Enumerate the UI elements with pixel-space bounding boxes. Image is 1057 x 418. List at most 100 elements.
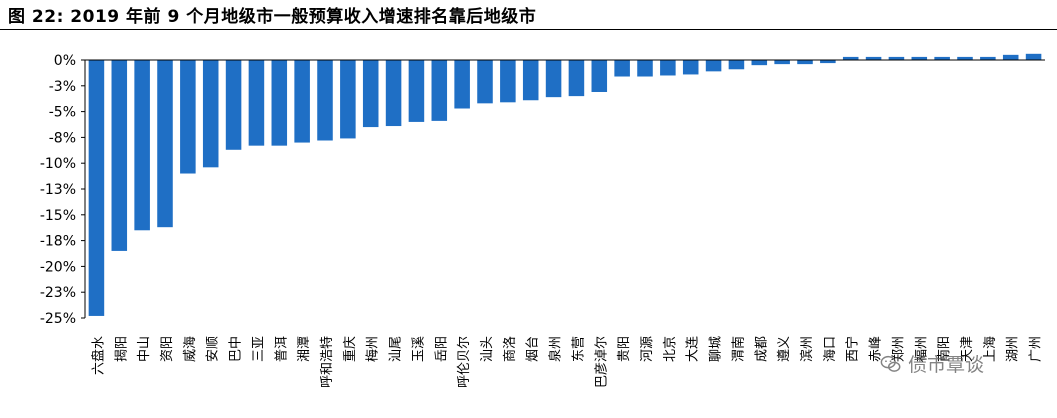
y-tick-label: -23% bbox=[40, 285, 76, 301]
bar-35 bbox=[865, 56, 882, 60]
watermark-text: 债市覃谈 bbox=[908, 354, 985, 376]
x-tick-label: 大连 bbox=[685, 336, 701, 362]
x-tick-labels: 六盘水 揭阳 中山 资阳 威海 安顺 巴中 三亚 普洱 湘潭 呼和浩特 重庆 梅州 汕尾 玉溪 岳阳 呼伦贝尔汕… bbox=[90, 336, 1043, 388]
bar-7 bbox=[225, 60, 242, 150]
bar-27 bbox=[682, 60, 699, 75]
y-tick-label: -18% bbox=[40, 234, 76, 250]
bar-39 bbox=[957, 56, 973, 60]
x-tick-label: 成都 bbox=[754, 336, 769, 362]
bar-19 bbox=[500, 60, 516, 103]
x-tick-label: 巴彦淖尔 bbox=[593, 336, 609, 388]
x-tick-label: 上海 bbox=[983, 336, 998, 362]
bar-6 bbox=[202, 60, 219, 168]
x-tick-label: 岳阳 bbox=[434, 336, 449, 362]
bar-32 bbox=[797, 60, 813, 65]
x-tick-label: 梅州 bbox=[366, 336, 381, 362]
x-tick-label: 呼伦贝尔 bbox=[457, 336, 472, 388]
title-divider bbox=[0, 29, 1057, 30]
bar-18 bbox=[477, 60, 493, 104]
bar-25 bbox=[637, 60, 653, 77]
bar-13 bbox=[362, 60, 379, 128]
x-tick-label: 聊城 bbox=[709, 336, 724, 362]
x-tick-label: 泉州 bbox=[548, 336, 564, 362]
bar-36 bbox=[888, 56, 905, 60]
x-tick-label: 烟台 bbox=[526, 336, 541, 362]
bar-11 bbox=[317, 60, 333, 141]
x-tick-label: 北京 bbox=[663, 336, 678, 362]
y-tick-label: -5% bbox=[49, 105, 76, 121]
bar-20 bbox=[522, 60, 539, 101]
x-tick-label: 海口 bbox=[823, 336, 838, 362]
bar-3 bbox=[134, 60, 150, 231]
x-tick-label: 贵阳 bbox=[617, 336, 632, 362]
bar-4 bbox=[157, 60, 173, 228]
bar-37 bbox=[911, 56, 928, 60]
x-tick-label: 威海 bbox=[183, 336, 198, 362]
bar-16 bbox=[431, 60, 448, 121]
x-tick-label: 重庆 bbox=[342, 336, 358, 362]
bars-group bbox=[88, 53, 1042, 316]
y-tick-label: -3% bbox=[49, 79, 76, 95]
chart-title: 图 22: 2019 年前 9 个月地级市一般预算收入增速排名靠后地级市 bbox=[8, 7, 537, 27]
x-tick-label: 汕头 bbox=[480, 336, 495, 362]
x-tick-label: 巴中 bbox=[229, 336, 244, 362]
x-tick-label: 遵义 bbox=[776, 336, 792, 362]
y-tick-label: 0% bbox=[54, 53, 76, 69]
bar-41 bbox=[1002, 54, 1019, 60]
x-tick-label: 渭南 bbox=[730, 336, 746, 362]
bar-31 bbox=[774, 60, 790, 65]
bar-10 bbox=[294, 60, 310, 143]
bar-33 bbox=[820, 60, 836, 64]
bar-12 bbox=[340, 60, 356, 139]
x-tick-label: 南阳 bbox=[936, 336, 952, 362]
x-tick-label: 福州 bbox=[914, 336, 929, 362]
y-tick-label: -20% bbox=[40, 259, 76, 275]
bar-40 bbox=[980, 56, 996, 60]
x-tick-label: 中山 bbox=[137, 336, 152, 362]
x-tick-label: 西宁 bbox=[845, 336, 861, 362]
bar-24 bbox=[614, 60, 630, 77]
x-tick-label: 郑州 bbox=[891, 336, 906, 362]
x-tick-label: 河源 bbox=[640, 336, 655, 362]
bar-1 bbox=[88, 60, 105, 316]
bar-9 bbox=[271, 60, 288, 146]
x-tick-label: 六盘水 bbox=[90, 336, 106, 375]
x-tick-label: 赤峰 bbox=[869, 336, 884, 362]
bar-29 bbox=[728, 60, 745, 70]
y-tick-label: -25% bbox=[40, 311, 76, 327]
x-tick-label: 呼和浩特 bbox=[320, 336, 335, 388]
bar-38 bbox=[934, 56, 950, 60]
x-tick-label: 商洛 bbox=[503, 336, 518, 362]
wechat-icon bbox=[880, 355, 901, 372]
watermark: 债市覃谈 bbox=[880, 350, 1055, 390]
x-tick-label: 资阳 bbox=[160, 336, 175, 362]
bar-21 bbox=[545, 60, 562, 98]
bar-26 bbox=[660, 60, 676, 76]
bar-30 bbox=[751, 60, 768, 66]
x-tick-label: 揭阳 bbox=[114, 336, 129, 362]
x-tick-label: 湖州 bbox=[1006, 336, 1021, 362]
bar-15 bbox=[408, 60, 425, 122]
x-tick-label: 安顺 bbox=[206, 336, 221, 362]
x-tick-label: 普洱 bbox=[274, 336, 289, 362]
x-tick-label: 滨州 bbox=[799, 336, 815, 362]
y-tick-label: -10% bbox=[40, 156, 76, 172]
bar-28 bbox=[705, 60, 722, 72]
x-tick-label: 汕尾 bbox=[389, 336, 404, 362]
bar-22 bbox=[568, 60, 585, 97]
x-tick-label: 玉溪 bbox=[411, 336, 426, 362]
bar-23 bbox=[591, 60, 608, 92]
bar-34 bbox=[842, 56, 859, 60]
y-tick-labels: 0% -3% -5% -8% -10% -13% -15% -18% -20% -23% -25% bbox=[40, 53, 85, 327]
bar-5 bbox=[180, 60, 196, 174]
y-tick-label: -15% bbox=[40, 208, 76, 224]
y-tick-label: -13% bbox=[40, 182, 76, 198]
y-tick-label: -8% bbox=[49, 130, 76, 146]
x-tick-label: 三亚 bbox=[251, 336, 266, 362]
bar-42 bbox=[1025, 53, 1042, 60]
x-tick-label: 东营 bbox=[571, 336, 586, 362]
bar-14 bbox=[385, 60, 402, 127]
x-tick-label: 天津 bbox=[960, 336, 975, 362]
bar-2 bbox=[111, 60, 128, 251]
